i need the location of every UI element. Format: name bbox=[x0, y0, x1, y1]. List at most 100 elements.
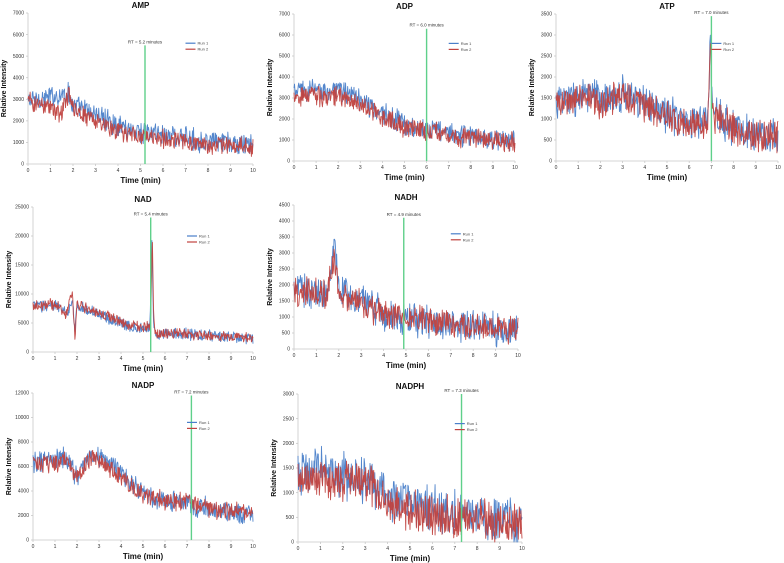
legend-label-run-2: Run 2 bbox=[199, 426, 210, 431]
x-tick-label: 10 bbox=[775, 165, 781, 171]
y-tick-label: 3000 bbox=[283, 392, 294, 398]
y-tick-label: 0 bbox=[549, 159, 552, 165]
chart-atp: ATP 0 500 1000 1500 2000 2500 3000 3500 0 1 2 3 4 5 6 7 8… bbox=[529, 2, 781, 182]
y-tick-label: 500 bbox=[286, 515, 295, 521]
y-tick-label: 2500 bbox=[283, 416, 294, 422]
x-tick-label: 8 bbox=[208, 544, 211, 550]
x-tick-label: 6 bbox=[427, 353, 430, 359]
y-tick-label: 3000 bbox=[279, 251, 290, 257]
x-tick-label: 9 bbox=[492, 165, 495, 171]
series-line-run-2 bbox=[555, 43, 779, 154]
x-tick-label: 0 bbox=[297, 546, 300, 552]
y-tick-label: 6000 bbox=[13, 32, 24, 38]
retention-time-label: RT = 6.0 minutes bbox=[409, 23, 444, 28]
chart-adp: ADP 0 1000 2000 3000 4000 5000 6000 7000 0 1 2 3 4 5 6 7… bbox=[267, 2, 518, 182]
legend-label-run-1: Run 1 bbox=[467, 421, 478, 426]
y-tick-label: 15000 bbox=[15, 263, 29, 269]
x-tick-label: 1 bbox=[54, 544, 57, 550]
x-tick-label: 9 bbox=[754, 165, 757, 171]
nadph-chart-title: NADPH bbox=[396, 382, 425, 391]
series-line-run-2 bbox=[32, 241, 254, 343]
legend-label-run-2: Run 2 bbox=[723, 47, 734, 52]
x-tick-label: 5 bbox=[409, 546, 412, 552]
x-axis-label: Time (min) bbox=[123, 364, 164, 373]
x-tick-label: 5 bbox=[139, 168, 142, 174]
series-line-run-1 bbox=[32, 240, 254, 345]
y-tick-label: 4000 bbox=[279, 219, 290, 225]
series-line-run-1 bbox=[293, 78, 516, 152]
y-axis-label: Relative Intensity bbox=[529, 59, 536, 117]
y-tick-label: 3500 bbox=[541, 12, 552, 18]
x-tick-label: 3 bbox=[98, 356, 101, 362]
x-tick-label: 2 bbox=[337, 353, 340, 359]
x-tick-label: 4 bbox=[382, 353, 385, 359]
y-tick-label: 1000 bbox=[13, 140, 24, 146]
y-axis-label: Relative Intensity bbox=[6, 251, 13, 309]
x-tick-label: 4 bbox=[120, 544, 123, 550]
y-tick-label: 0 bbox=[287, 347, 290, 353]
x-tick-label: 3 bbox=[360, 353, 363, 359]
x-tick-label: 3 bbox=[364, 546, 367, 552]
chart-nadp: NADP 0 2000 4000 6000 8000 10000 12000 0 1 2 3 4 5 6 7 8… bbox=[6, 381, 256, 561]
x-tick-label: 6 bbox=[425, 165, 428, 171]
y-tick-label: 2500 bbox=[541, 54, 552, 60]
legend-label-run-2: Run 2 bbox=[198, 47, 209, 52]
x-tick-label: 2 bbox=[72, 168, 75, 174]
x-tick-label: 7 bbox=[710, 165, 713, 171]
y-tick-label: 0 bbox=[287, 159, 290, 165]
x-tick-label: 7 bbox=[184, 168, 187, 174]
x-tick-label: 9 bbox=[230, 544, 233, 550]
x-tick-label: 1 bbox=[319, 546, 322, 552]
retention-time-label: RT = 5.4 minutes bbox=[134, 211, 169, 216]
y-tick-label: 1500 bbox=[541, 96, 552, 102]
y-tick-label: 2000 bbox=[13, 119, 24, 125]
nadp-chart-title: NADP bbox=[132, 381, 155, 390]
y-tick-label: 4000 bbox=[18, 489, 29, 495]
x-tick-label: 1 bbox=[315, 353, 318, 359]
x-tick-label: 7 bbox=[186, 544, 189, 550]
legend-label-run-1: Run 1 bbox=[723, 41, 734, 46]
y-axis-label: Relative Intensity bbox=[6, 438, 13, 496]
y-tick-label: 0 bbox=[291, 540, 294, 546]
x-tick-label: 10 bbox=[250, 168, 256, 174]
y-tick-label: 8000 bbox=[18, 440, 29, 446]
y-axis-label: Relative Intensity bbox=[1, 60, 8, 118]
y-tick-label: 2000 bbox=[541, 75, 552, 81]
retention-time-label: RT = 7.3 minutes bbox=[444, 388, 479, 393]
y-tick-label: 20000 bbox=[15, 234, 29, 240]
y-axis-label: Relative Intensity bbox=[271, 439, 278, 497]
x-tick-label: 8 bbox=[207, 168, 210, 174]
x-tick-label: 5 bbox=[666, 165, 669, 171]
legend-label-run-1: Run 1 bbox=[199, 420, 210, 425]
x-tick-label: 10 bbox=[250, 356, 256, 362]
y-tick-label: 500 bbox=[544, 138, 553, 144]
x-tick-label: 3 bbox=[621, 165, 624, 171]
y-axis-label: Relative Intensity bbox=[267, 59, 274, 117]
series-line-run-2 bbox=[32, 449, 254, 521]
x-tick-label: 6 bbox=[162, 168, 165, 174]
y-tick-label: 2000 bbox=[283, 441, 294, 447]
y-tick-label: 3000 bbox=[541, 33, 552, 39]
y-tick-label: 5000 bbox=[18, 321, 29, 327]
x-tick-label: 7 bbox=[449, 353, 452, 359]
legend-label-run-2: Run 2 bbox=[199, 240, 210, 245]
y-tick-label: 4000 bbox=[13, 75, 24, 81]
x-tick-label: 6 bbox=[164, 544, 167, 550]
x-tick-label: 2 bbox=[599, 165, 602, 171]
y-tick-label: 2500 bbox=[279, 267, 290, 273]
x-tick-label: 4 bbox=[117, 168, 120, 174]
nadh-chart-title: NADH bbox=[394, 193, 417, 202]
retention-time-label: RT = 5.2 minutes bbox=[128, 39, 163, 44]
chart-nadh: NADH 0 500 1000 1500 2000 2500 3000 3500 4000 4500… bbox=[267, 193, 521, 370]
x-tick-label: 0 bbox=[555, 165, 558, 171]
y-tick-label: 7000 bbox=[13, 11, 24, 17]
y-tick-label: 0 bbox=[21, 162, 24, 168]
x-tick-label: 7 bbox=[453, 546, 456, 552]
x-tick-label: 8 bbox=[732, 165, 735, 171]
x-tick-label: 9 bbox=[494, 353, 497, 359]
y-tick-label: 2000 bbox=[18, 513, 29, 519]
y-tick-label: 25000 bbox=[15, 205, 29, 211]
x-tick-label: 5 bbox=[403, 165, 406, 171]
x-tick-label: 5 bbox=[405, 353, 408, 359]
legend-label-run-2: Run 2 bbox=[467, 427, 478, 432]
